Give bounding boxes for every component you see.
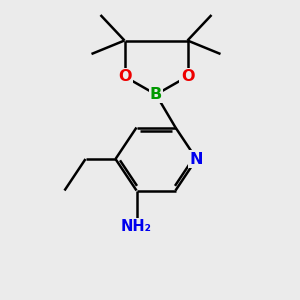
Text: O: O [181,69,194,84]
Text: N: N [190,152,203,166]
Text: O: O [118,69,131,84]
Text: B: B [150,87,162,102]
Text: NH₂: NH₂ [121,219,152,234]
